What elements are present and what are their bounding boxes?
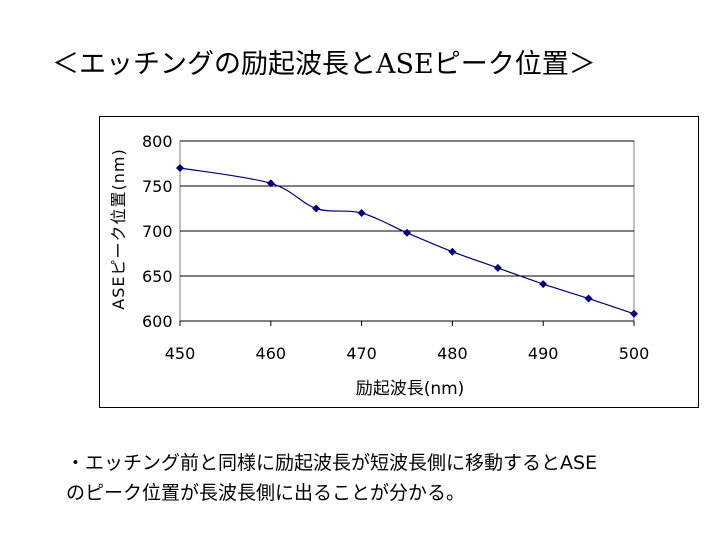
data-point — [448, 247, 457, 256]
data-point — [539, 280, 548, 289]
x-tick-label: 450 — [165, 344, 196, 363]
data-point — [176, 164, 184, 172]
chart-frame — [99, 116, 699, 408]
y-tick-label: 800 — [142, 132, 173, 151]
y-tick-label: 650 — [142, 267, 173, 286]
y-tick-label: 700 — [142, 222, 173, 241]
data-point — [357, 209, 366, 217]
data-point — [312, 204, 321, 213]
slide-title: ＜エッチングの励起波長とASEピーク位置＞ — [52, 49, 596, 80]
y-tick-label: 750 — [142, 177, 173, 196]
data-point — [403, 228, 411, 237]
series-line — [179, 167, 635, 315]
x-tick-label: 470 — [346, 344, 377, 363]
x-axis-label: 励起波長(nm) — [355, 379, 465, 399]
x-tick-label: 500 — [619, 344, 650, 363]
x-tick-label: 480 — [437, 344, 468, 363]
y-tick-label: 600 — [142, 312, 173, 331]
note-line-1: ・エッチング前と同様に励起波長が短波長側に移動するとASE — [66, 452, 598, 474]
data-point — [630, 309, 638, 318]
note-line-2: のピーク位置が長波長側に出ることが分かる。 — [66, 482, 466, 504]
data-point — [266, 179, 275, 188]
y-axis-label: ASEピーク位置(nm) — [109, 148, 128, 310]
data-point — [493, 263, 502, 272]
x-tick-label: 460 — [256, 344, 287, 363]
data-point — [584, 294, 593, 303]
note-text: ・エッチング前と同様に励起波長が短波長側に移動するとASE のピーク位置が長波長… — [66, 448, 706, 508]
x-tick-label: 490 — [528, 344, 559, 363]
